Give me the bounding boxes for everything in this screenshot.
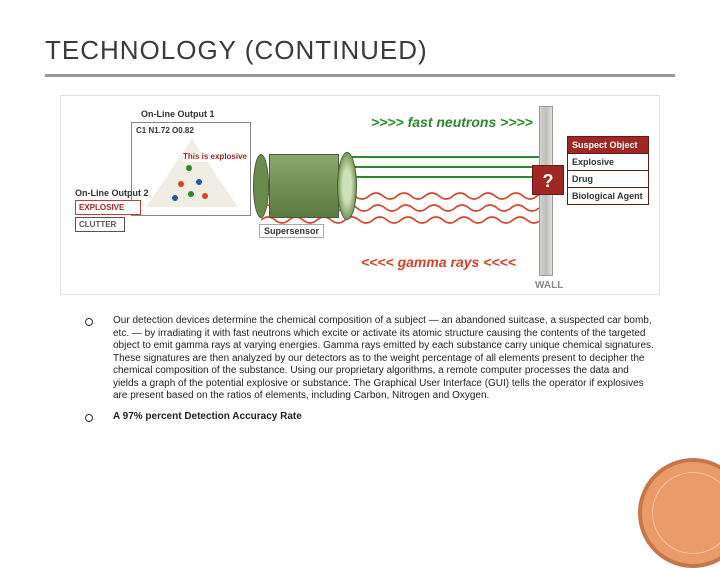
technology-diagram: >>>> fast neutrons >>>> <<<< gamma rays … [60, 95, 660, 295]
bullet-text: A 97% percent Detection Accuracy Rate [113, 411, 302, 424]
suspect-item: Biological Agent [568, 187, 648, 204]
suspect-header: Suspect Object [568, 137, 648, 153]
scatter-dot-icon [196, 179, 202, 185]
wall-label: WALL [535, 280, 563, 291]
scatter-dot-icon [186, 165, 192, 171]
supersensor-label: Supersensor [259, 224, 324, 238]
output1-values: C1 N1.72 O0.82 [136, 126, 194, 135]
fast-neutrons-label: >>>> fast neutrons >>>> [371, 114, 533, 130]
suspect-item: Explosive [568, 153, 648, 170]
scatter-dot-icon [188, 191, 194, 197]
list-item: A 97% percent Detection Accuracy Rate [85, 411, 655, 424]
slide: TECHNOLOGY (CONTINUED) >>>> fast neutron… [0, 0, 720, 540]
suspect-object-panel: ? Suspect Object ExplosiveDrugBiological… [567, 136, 649, 205]
bar-explosive: EXPLOSIVE [75, 200, 141, 215]
decorative-circle-icon [638, 458, 720, 568]
scatter-dot-icon [172, 195, 178, 201]
explosive-tag: This is explosive [183, 153, 247, 162]
neutron-beam-icon [351, 156, 539, 158]
gamma-rays-label: <<<< gamma rays <<<< [361, 254, 516, 270]
bullet-icon [85, 414, 93, 422]
neutron-beam-icon [351, 176, 539, 178]
bullet-icon [85, 318, 93, 326]
output2-label: On-Line Output 2 [75, 188, 129, 198]
list-item: Our detection devices determine the chem… [85, 315, 655, 403]
suspect-item: Drug [568, 170, 648, 187]
output1-panel: C1 N1.72 O0.82 This is explosive [131, 122, 251, 216]
bullet-text: Our detection devices determine the chem… [113, 315, 655, 403]
bar-clutter: CLUTTER [75, 217, 125, 232]
scatter-dot-icon [202, 193, 208, 199]
neutron-beam-icon [351, 166, 539, 168]
slide-title: TECHNOLOGY (CONTINUED) [45, 35, 675, 77]
supersensor-icon [259, 154, 349, 218]
output1-label: On-Line Output 1 [141, 109, 215, 119]
scatter-dot-icon [178, 181, 184, 187]
output2-panel: On-Line Output 2 EXPLOSIVE CLUTTER [75, 188, 129, 234]
bullet-list: Our detection devices determine the chem… [85, 315, 655, 423]
question-icon: ? [532, 165, 564, 195]
